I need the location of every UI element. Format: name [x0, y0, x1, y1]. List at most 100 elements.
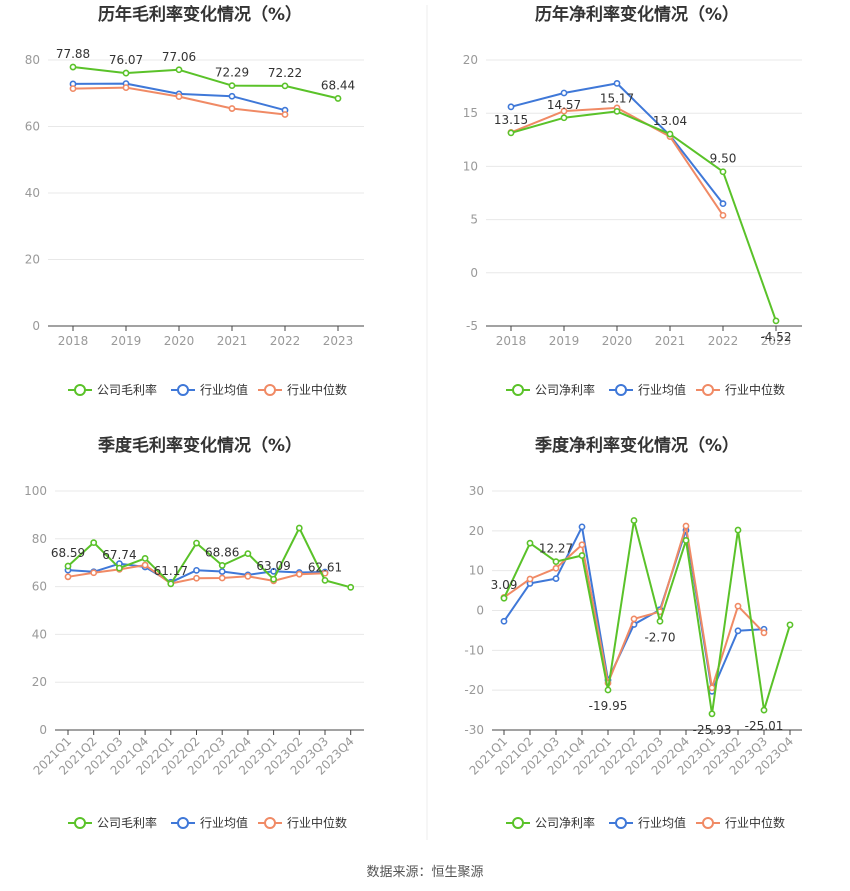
series-point-1 [719, 168, 727, 176]
legend-label: 行业均值 [638, 815, 686, 830]
data-label: 15.17 [600, 91, 634, 105]
series-point-3 [69, 85, 77, 92]
legend-label: 公司毛利率 [97, 815, 157, 830]
series-point-1 [167, 580, 175, 588]
y-tick-label: 20 [25, 253, 40, 267]
y-tick-label: 5 [470, 213, 478, 227]
series-point-1 [270, 575, 277, 583]
x-tick-label: 2022 [270, 334, 301, 348]
chart-title: 季度毛利率变化情况（%） [98, 435, 302, 456]
series-point-1 [90, 539, 98, 547]
data-label: 63.09 [256, 559, 290, 573]
series-line-1 [72, 66, 339, 100]
data-label: -19.95 [589, 699, 628, 713]
series-point-1 [295, 524, 303, 532]
legend-swatch-marker [177, 817, 189, 829]
x-tick-label: 2021 [655, 334, 686, 348]
y-tick-label: 80 [25, 53, 40, 67]
series-point-1 [347, 583, 355, 591]
data-label: 77.88 [56, 47, 90, 61]
x-tick-label: 2018 [58, 334, 89, 348]
series-point-1 [334, 95, 342, 102]
y-tick-label: 40 [25, 186, 40, 200]
series-point-1 [500, 594, 508, 602]
series-point-2 [507, 103, 515, 111]
data-label: 72.22 [268, 66, 302, 80]
legend-swatch-marker [74, 384, 86, 396]
series-point-1 [321, 576, 329, 584]
series-point-1 [552, 558, 560, 566]
series-point-1 [656, 617, 664, 625]
series-line-1 [67, 527, 351, 589]
y-tick-label: 60 [25, 120, 40, 134]
series-point-2 [500, 617, 508, 625]
series-point-3 [64, 573, 72, 581]
legend-swatch-marker [512, 384, 524, 396]
series-point-1 [526, 539, 534, 547]
series-line-1 [503, 519, 791, 715]
x-tick-label: 2020 [602, 334, 633, 348]
series-point-2 [218, 568, 226, 575]
legend-label: 行业中位数 [287, 382, 347, 397]
y-tick-label: 100 [24, 484, 47, 498]
legend-label: 行业均值 [200, 382, 248, 397]
y-tick-label: -30 [464, 723, 484, 737]
y-tick-label: 0 [32, 319, 40, 333]
y-tick-label: 10 [469, 564, 484, 578]
series-point-1 [244, 550, 252, 558]
series-point-1 [228, 82, 236, 90]
legend-swatch-marker [615, 817, 627, 829]
series-point-3 [218, 574, 226, 582]
legend-label: 行业中位数 [725, 382, 785, 397]
series-point-1 [141, 554, 149, 562]
series-point-1 [218, 562, 226, 569]
series-point-3 [244, 572, 252, 580]
x-tick-label: 2023 [323, 334, 354, 348]
legend-label: 行业均值 [200, 815, 248, 830]
series-point-3 [295, 570, 303, 578]
legend-label: 行业中位数 [725, 815, 785, 830]
data-label: 62.61 [308, 560, 342, 574]
y-tick-label: 10 [463, 159, 478, 173]
data-label: 72.29 [215, 66, 249, 80]
data-label: -25.93 [693, 723, 732, 737]
y-tick-label: 30 [469, 484, 484, 498]
data-label: 13.15 [494, 113, 528, 127]
x-tick-label: 2020 [164, 334, 195, 348]
series-point-1 [666, 130, 674, 138]
chart-panel-3: 季度毛利率变化情况（%）0204060801002021Q12021Q22021… [24, 435, 364, 830]
series-point-3 [193, 574, 200, 582]
series-point-1 [507, 129, 515, 137]
series-point-3 [552, 564, 560, 572]
x-tick-label: 2023 [761, 334, 792, 348]
y-tick-label: 0 [476, 604, 484, 618]
y-tick-label: -5 [466, 319, 478, 333]
legend-swatch-marker [702, 384, 714, 396]
y-tick-label: 15 [463, 106, 478, 120]
series-point-3 [578, 541, 586, 549]
series-point-1 [613, 107, 621, 115]
data-label: 13.04 [653, 114, 687, 128]
series-point-1 [604, 686, 612, 694]
series-point-3 [630, 615, 638, 623]
series-line-1 [510, 110, 777, 322]
series-point-2 [560, 89, 568, 97]
chart-title: 历年毛利率变化情况（%） [98, 4, 302, 25]
data-label: 61.17 [154, 564, 188, 578]
series-point-1 [281, 82, 289, 90]
legend-swatch-marker [512, 817, 524, 829]
series-point-2 [552, 575, 560, 583]
x-tick-label: 2019 [549, 334, 580, 348]
y-tick-label: 0 [470, 266, 478, 280]
data-label: 12.27 [539, 542, 573, 556]
y-tick-label: 20 [463, 53, 478, 67]
series-point-1 [193, 539, 200, 547]
series-point-2 [270, 567, 277, 575]
chart-title: 季度净利率变化情况（%） [535, 435, 739, 456]
data-label: -4.52 [760, 330, 791, 344]
series-point-3 [734, 602, 742, 610]
series-point-3 [90, 569, 98, 577]
y-tick-label: 80 [32, 532, 47, 546]
y-tick-label: 0 [39, 723, 47, 737]
